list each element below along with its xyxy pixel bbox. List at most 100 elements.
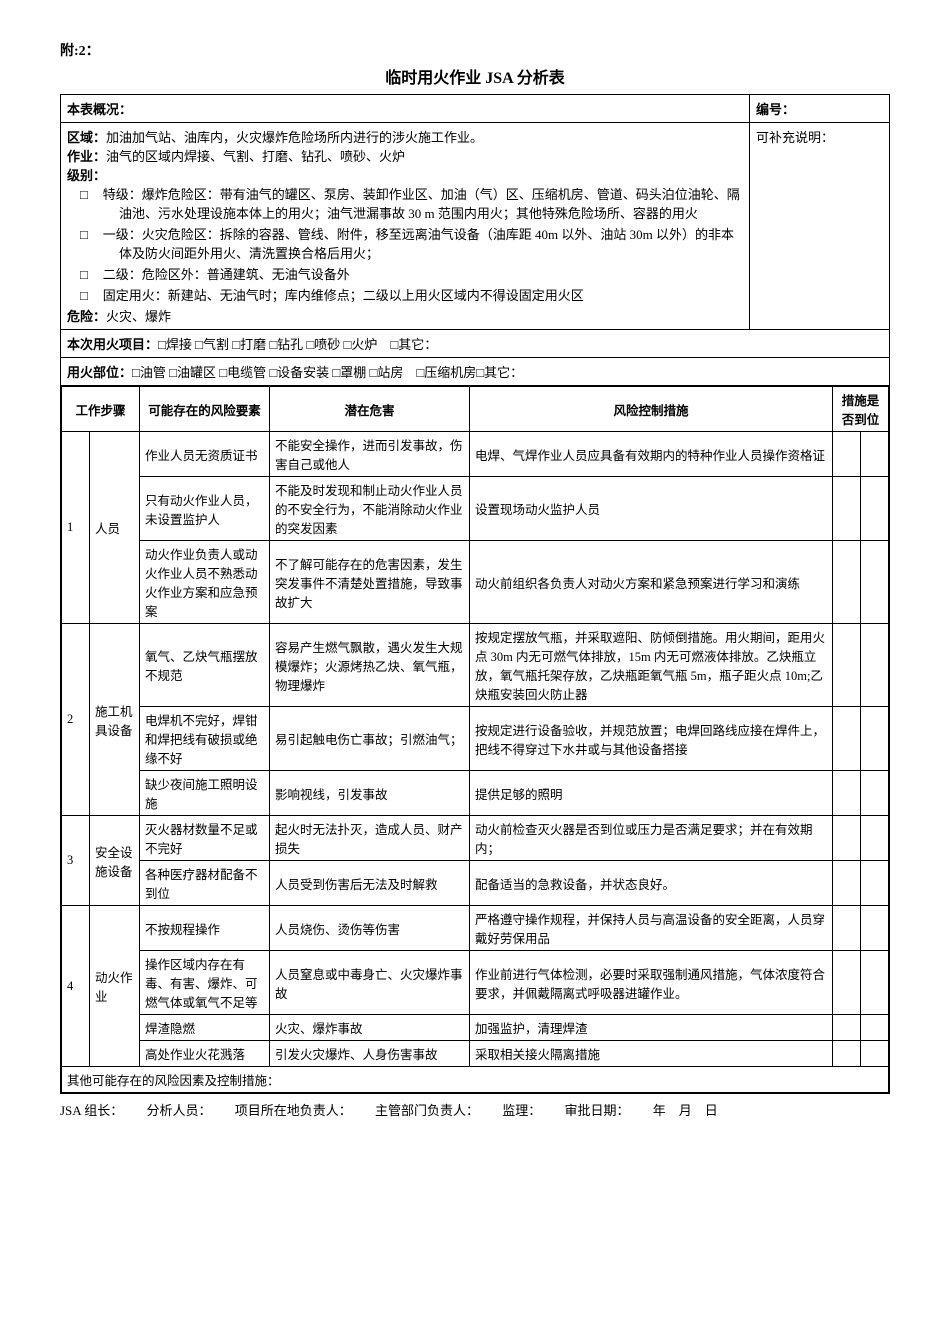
footer-supervisor: 监理： [502,1103,541,1118]
check-cell[interactable] [861,432,889,477]
check-cell[interactable] [861,541,889,624]
footer-signatures: JSA 组长： 分析人员： 项目所在地负责人： 主管部门负责人： 监理： 审批日… [60,1100,890,1119]
hazard-cell: 容易产生燃气飘散，遇火发生大规模爆炸；火源烤热乙炔、氧气瓶，物理爆炸 [270,624,470,707]
col-risk-header: 可能存在的风险要素 [140,387,270,432]
control-cell: 采取相关接火隔离措施 [470,1041,833,1067]
check-cell[interactable] [861,906,889,951]
footer-dept-manager: 主管部门负责人： [375,1103,479,1118]
hazard-cell: 不了解可能存在的危害因素，发生突发事件不清楚处置措施，导致事故扩大 [270,541,470,624]
risk-cell: 动火作业负责人或动火作业人员不熟悉动火作业方案和应急预案 [140,541,270,624]
risk-cell: 只有动火作业人员，未设置监护人 [140,477,270,541]
check-cell[interactable] [833,432,861,477]
check-cell[interactable] [861,861,889,906]
level-fixed: □ 固定用火：新建站、无油气时；库内维修点；二级以上用火区域内不得设固定用火区 [100,285,744,304]
hazard-cell: 引发火灾爆炸、人身伤害事故 [270,1041,470,1067]
check-cell[interactable] [861,624,889,707]
risk-cell: 氧气、乙炔气瓶摆放不规范 [140,624,270,707]
check-cell[interactable] [833,816,861,861]
risk-cell: 灭火器材数量不足或不完好 [140,816,270,861]
check-cell[interactable] [861,951,889,1015]
risk-cell: 缺少夜间施工照明设施 [140,771,270,816]
control-cell: 配备适当的急救设备，并状态良好。 [470,861,833,906]
level-special: □ 特级：爆炸危险区：带有油气的罐区、泵房、装卸作业区、加油（气）区、压缩机房、… [100,184,744,222]
level-special-text: 特级：爆炸危险区：带有油气的罐区、泵房、装卸作业区、加油（气）区、压缩机房、管道… [103,187,740,221]
risk-cell: 电焊机不完好，焊钳和焊把线有破损或绝缘不好 [140,707,270,771]
step-4-cat: 动火作业 [90,906,140,1067]
level-first-text: 一级：火灾危险区：拆除的容器、管线、附件，移至远离油气设备（油库距 40m 以外… [103,227,734,261]
control-cell: 电焊、气焊作业人员应具备有效期内的特种作业人员操作资格证 [470,432,833,477]
col-check-header: 措施是否到位 [833,387,889,432]
control-cell: 严格遵守操作规程，并保持人员与高温设备的安全距离，人员穿戴好劳保用品 [470,906,833,951]
check-cell[interactable] [861,477,889,541]
check-cell[interactable] [861,1041,889,1067]
control-cell: 按规定摆放气瓶，并采取遮阳、防倾倒措施。用火期间，距用火点 30m 内无可燃气体… [470,624,833,707]
area-work-level-cell: 区域：加油加气站、油库内，火灾爆炸危险场所内进行的涉火施工作业。 作业：油气的区… [61,123,750,330]
control-cell: 动火前组织各负责人对动火方案和紧急预案进行学习和演练 [470,541,833,624]
jsa-form-table: 本表概况： 编号： 区域：加油加气站、油库内，火灾爆炸危险场所内进行的涉火施工作… [60,94,890,1094]
supplement-label: 可补充说明： [750,123,890,330]
fire-location-label: 用火部位： [67,365,132,380]
hazard-cell: 人员窒息或中毒身亡、火灾爆炸事故 [270,951,470,1015]
hazard-cell: 易引起触电伤亡事故；引燃油气； [270,707,470,771]
step-4-num: 4 [62,906,90,1067]
check-cell[interactable] [833,477,861,541]
check-cell[interactable] [833,906,861,951]
check-cell[interactable] [833,771,861,816]
check-cell[interactable] [861,707,889,771]
risk-cell: 操作区域内存在有毒、有害、爆炸、可燃气体或氧气不足等 [140,951,270,1015]
area-text: 加油加气站、油库内，火灾爆炸危险场所内进行的涉火施工作业。 [106,130,483,145]
check-cell[interactable] [861,771,889,816]
risk-cell: 作业人员无资质证书 [140,432,270,477]
col-step-header: 工作步骤 [62,387,140,432]
col-hazard-header: 潜在危害 [270,387,470,432]
level-first: □ 一级：火灾危险区：拆除的容器、管线、附件，移至远离油气设备（油库距 40m … [100,224,744,262]
danger-label: 危险： [67,309,106,324]
footer-approve-date: 审批日期： [565,1103,630,1118]
check-cell[interactable] [833,624,861,707]
hazard-cell: 火灾、爆炸事故 [270,1015,470,1041]
footer-analyst: 分析人员： [146,1103,211,1118]
check-cell[interactable] [861,816,889,861]
overview-label: 本表概况： [61,95,750,123]
check-cell[interactable] [833,951,861,1015]
check-cell[interactable] [861,1015,889,1041]
hazard-cell: 起火时无法扑灭，造成人员、财产损失 [270,816,470,861]
step-3-num: 3 [62,816,90,906]
risk-cell: 焊渣隐燃 [140,1015,270,1041]
control-cell: 设置现场动火监护人员 [470,477,833,541]
check-cell[interactable] [833,861,861,906]
risk-cell: 不按规程操作 [140,906,270,951]
check-cell[interactable] [833,1015,861,1041]
fire-project-row: 本次用火项目：□焊接 □气割 □打磨 □钻孔 □喷砂 □火炉 □其它： [61,330,890,358]
risk-analysis-table: 工作步骤 可能存在的风险要素 潜在危害 风险控制措施 措施是否到位 1 人员 作… [61,386,889,1093]
attachment-label: 附:2： [60,40,890,60]
area-label: 区域： [67,130,106,145]
hazard-cell: 不能安全操作，进而引发事故，伤害自己或他人 [270,432,470,477]
level-label: 级别： [67,168,106,183]
document-title: 临时用火作业 JSA 分析表 [60,64,890,88]
check-cell[interactable] [833,707,861,771]
level-second: □ 二级：危险区外：普通建筑、无油气设备外 [100,264,744,283]
control-cell: 动火前检查灭火器是否到位或压力是否满足要求；并在有效期内； [470,816,833,861]
other-risk-label: 其他可能存在的风险因素及控制措施： [62,1067,889,1093]
hazard-cell: 影响视线，引发事故 [270,771,470,816]
control-cell: 加强监护，清理焊渣 [470,1015,833,1041]
work-label: 作业： [67,149,106,164]
footer-leader: JSA 组长： [60,1103,123,1118]
risk-table-container: 工作步骤 可能存在的风险要素 潜在危害 风险控制措施 措施是否到位 1 人员 作… [61,386,890,1094]
level-fixed-text: 固定用火：新建站、无油气时；库内维修点；二级以上用火区域内不得设固定用火区 [103,288,584,303]
footer-site-manager: 项目所在地负责人： [235,1103,352,1118]
level-second-text: 二级：危险区外：普通建筑、无油气设备外 [103,267,350,282]
fire-location-text: □油管 □油罐区 □电缆管 □设备安装 □罩棚 □站房 □压缩机房□其它： [132,365,523,380]
step-3-cat: 安全设施设备 [90,816,140,906]
control-cell: 提供足够的照明 [470,771,833,816]
work-text: 油气的区域内焊接、气割、打磨、钻孔、喷砂、火炉 [106,149,405,164]
fire-project-text: □焊接 □气割 □打磨 □钻孔 □喷砂 □火炉 □其它： [158,337,437,352]
step-1-cat: 人员 [90,432,140,624]
check-cell[interactable] [833,1041,861,1067]
control-cell: 按规定进行设备验收，并规范放置；电焊回路线应接在焊件上，把线不得穿过下水井或与其… [470,707,833,771]
fire-project-label: 本次用火项目： [67,337,158,352]
hazard-cell: 人员受到伤害后无法及时解救 [270,861,470,906]
control-cell: 作业前进行气体检测，必要时采取强制通风措施，气体浓度符合要求，并佩戴隔离式呼吸器… [470,951,833,1015]
check-cell[interactable] [833,541,861,624]
